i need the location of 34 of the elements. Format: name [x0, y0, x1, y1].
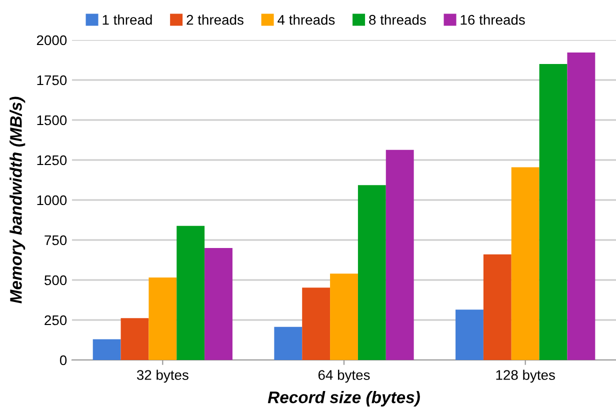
- y-axis-title: Memory bandwidth (MB/s): [10, 96, 26, 304]
- bar: [358, 185, 386, 360]
- bar: [204, 248, 232, 360]
- x-tick-label: 32 bytes: [136, 370, 188, 383]
- x-tick-label: 64 bytes: [318, 370, 370, 383]
- x-axis-title: Record size (bytes): [268, 391, 420, 407]
- bar: [456, 310, 484, 360]
- bar: [511, 167, 540, 360]
- legend-label: 2 threads: [186, 14, 244, 25]
- bar: [483, 254, 512, 360]
- legend-label: 8 threads: [369, 14, 426, 25]
- bar: [148, 277, 177, 360]
- y-tick-label: 1250: [37, 155, 67, 166]
- y-tick-label: 1500: [37, 115, 67, 126]
- bar: [120, 318, 149, 360]
- bar: [567, 52, 596, 360]
- y-tick-label: 0: [60, 355, 67, 366]
- bar: [274, 326, 302, 360]
- x-tick-label: 128 bytes: [496, 370, 555, 383]
- bar: [330, 274, 358, 360]
- y-tick-label: 750: [44, 235, 67, 246]
- bar: [386, 150, 414, 360]
- y-tick-label: 500: [44, 275, 67, 286]
- bar: [539, 64, 568, 360]
- y-tick-label: 250: [44, 315, 67, 326]
- y-tick-label: 1000: [37, 195, 67, 206]
- legend-label: 16 threads: [460, 14, 525, 25]
- y-tick-label: 2000: [36, 35, 67, 46]
- bar: [302, 288, 330, 360]
- bar: [92, 339, 121, 360]
- legend-label: 4 threads: [278, 14, 335, 25]
- y-tick-label: 1750: [37, 75, 67, 86]
- legend-label: 1 thread: [102, 14, 152, 25]
- bar: [176, 226, 205, 360]
